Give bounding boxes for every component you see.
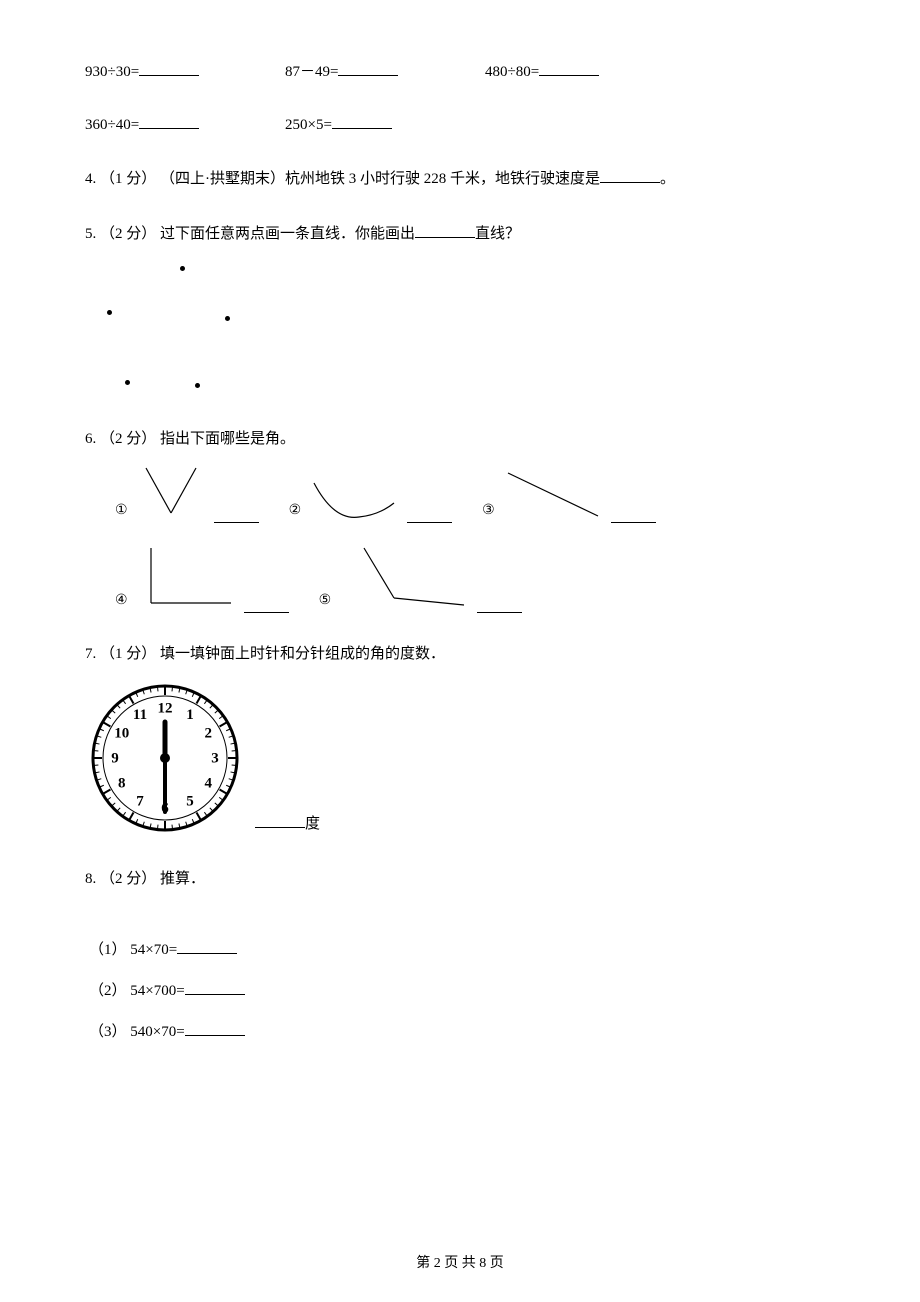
angle-item-5: ⑤ bbox=[319, 543, 523, 613]
q4-suffix: 。 bbox=[660, 171, 675, 187]
q8-sub1: （1） 54×70= bbox=[89, 937, 835, 964]
angles-row-1: ① ② ③ bbox=[115, 463, 835, 523]
angle-label: ④ bbox=[115, 588, 128, 613]
answer-blank[interactable] bbox=[244, 597, 289, 613]
angle-label: ③ bbox=[482, 498, 495, 523]
sub-text: （3） 540×70= bbox=[89, 1024, 185, 1040]
svg-text:7: 7 bbox=[136, 794, 144, 810]
dot bbox=[180, 266, 185, 271]
answer-blank[interactable] bbox=[415, 222, 475, 238]
degree-unit: 度 bbox=[305, 816, 320, 832]
sub-text: （1） 54×70= bbox=[89, 942, 177, 958]
angle-item-2: ② bbox=[289, 473, 453, 523]
answer-blank[interactable] bbox=[185, 979, 245, 995]
svg-text:3: 3 bbox=[211, 750, 219, 766]
angle-shape-v bbox=[136, 463, 206, 523]
dot bbox=[195, 383, 200, 388]
eq-text: 250×5= bbox=[285, 117, 332, 133]
q8-sub3: （3） 540×70= bbox=[89, 1019, 835, 1046]
svg-text:9: 9 bbox=[111, 750, 119, 766]
answer-blank[interactable] bbox=[255, 812, 305, 828]
answer-blank[interactable] bbox=[185, 1020, 245, 1036]
question-7: 7. （1 分） 填一填钟面上时针和分针组成的角的度数． 12123456789… bbox=[85, 641, 835, 838]
dot bbox=[107, 310, 112, 315]
answer-blank[interactable] bbox=[139, 113, 199, 129]
eq-text: 480÷80= bbox=[485, 64, 539, 80]
equation: 930÷30= bbox=[85, 60, 285, 81]
angle-item-4: ④ bbox=[115, 543, 289, 613]
question-4: 4. （1 分） （四上·拱墅期末）杭州地铁 3 小时行驶 228 千米，地铁行… bbox=[85, 166, 835, 193]
svg-text:10: 10 bbox=[114, 725, 129, 741]
answer-blank[interactable] bbox=[332, 113, 392, 129]
sub-text: （2） 54×700= bbox=[89, 983, 185, 999]
q5-suffix: 直线？ bbox=[475, 226, 520, 242]
page-content: 930÷30= 87－49= 480÷80= 360÷40= 250×5= 4.… bbox=[0, 0, 920, 1114]
equation: 250×5= bbox=[285, 113, 485, 134]
svg-text:2: 2 bbox=[205, 725, 213, 741]
angles-row-2: ④ ⑤ bbox=[115, 543, 835, 613]
svg-text:8: 8 bbox=[118, 775, 126, 791]
equation: 480÷80= bbox=[485, 60, 685, 81]
angle-shape-obtuse bbox=[339, 543, 469, 613]
answer-blank[interactable] bbox=[214, 507, 259, 523]
svg-text:4: 4 bbox=[205, 775, 213, 791]
q5-text: 5. （2 分） 过下面任意两点画一条直线．你能画出 bbox=[85, 226, 415, 242]
angle-label: ② bbox=[289, 498, 302, 523]
clock-answer: 度 bbox=[255, 811, 320, 838]
svg-text:11: 11 bbox=[133, 707, 147, 723]
svg-text:12: 12 bbox=[158, 700, 173, 716]
angle-shape-l bbox=[136, 543, 236, 613]
clock-container: 121234567891011 度 bbox=[85, 678, 835, 838]
question-6: 6. （2 分） 指出下面哪些是角。 ① ② ③ bbox=[85, 426, 835, 613]
answer-blank[interactable] bbox=[338, 60, 398, 76]
angle-item-1: ① bbox=[115, 463, 259, 523]
dot bbox=[125, 380, 130, 385]
q4-text: 4. （1 分） （四上·拱墅期末）杭州地铁 3 小时行驶 228 千米，地铁行… bbox=[85, 171, 600, 187]
answer-blank[interactable] bbox=[407, 507, 452, 523]
svg-text:1: 1 bbox=[186, 707, 194, 723]
angle-shape-diag bbox=[503, 468, 603, 523]
answer-blank[interactable] bbox=[139, 60, 199, 76]
q8-text: 8. （2 分） 推算． bbox=[85, 866, 835, 893]
question-5: 5. （2 分） 过下面任意两点画一条直线．你能画出 直线？ bbox=[85, 221, 835, 398]
q8-sub2: （2） 54×700= bbox=[89, 978, 835, 1005]
equation-row-1: 930÷30= 87－49= 480÷80= bbox=[85, 60, 835, 81]
equation-row-2: 360÷40= 250×5= bbox=[85, 113, 835, 134]
equation: 87－49= bbox=[285, 60, 485, 81]
dot bbox=[225, 316, 230, 321]
eq-text: 360÷40= bbox=[85, 117, 139, 133]
answer-blank[interactable] bbox=[539, 60, 599, 76]
svg-text:5: 5 bbox=[186, 794, 194, 810]
answer-blank[interactable] bbox=[477, 597, 522, 613]
eq-text: 930÷30= bbox=[85, 64, 139, 80]
angle-item-3: ③ bbox=[482, 468, 656, 523]
eq-text: 87－49= bbox=[285, 64, 338, 80]
dots-diagram bbox=[95, 258, 275, 398]
answer-blank[interactable] bbox=[177, 938, 237, 954]
question-8: 8. （2 分） 推算． （1） 54×70= （2） 54×700= （3） … bbox=[85, 866, 835, 1046]
clock-face: 121234567891011 bbox=[85, 678, 245, 838]
answer-blank[interactable] bbox=[600, 167, 660, 183]
page-footer: 第 2 页 共 8 页 bbox=[0, 1252, 920, 1272]
angle-label: ⑤ bbox=[319, 588, 332, 613]
answer-blank[interactable] bbox=[611, 507, 656, 523]
equation: 360÷40= bbox=[85, 113, 285, 134]
angle-label: ① bbox=[115, 498, 128, 523]
angle-shape-curve bbox=[309, 473, 399, 523]
q6-text: 6. （2 分） 指出下面哪些是角。 bbox=[85, 426, 835, 453]
q7-text: 7. （1 分） 填一填钟面上时针和分针组成的角的度数． bbox=[85, 641, 835, 668]
